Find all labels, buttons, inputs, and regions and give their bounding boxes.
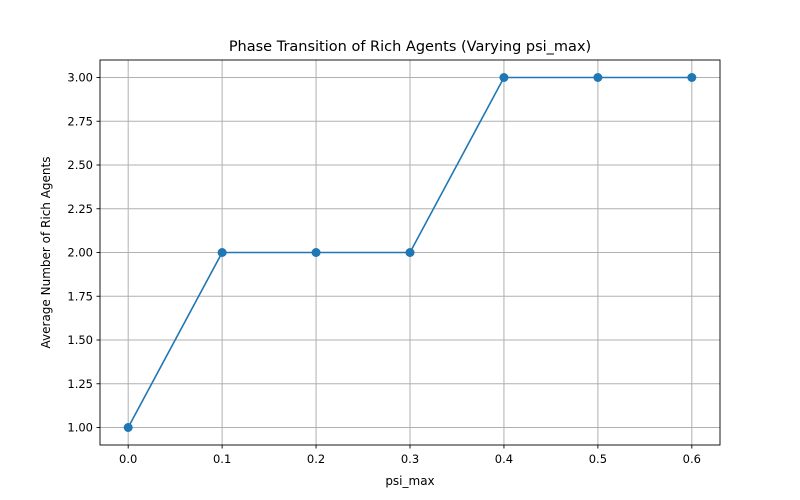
data-point <box>217 248 227 257</box>
x-tick-label: 0.2 <box>307 452 325 466</box>
y-axis-label: Average Number of Rich Agents <box>39 157 53 349</box>
y-tick-label: 3.00 <box>67 71 93 85</box>
data-point <box>593 73 603 82</box>
data-point <box>499 73 509 82</box>
data-point <box>311 248 321 257</box>
x-tick-label: 0.1 <box>213 452 231 466</box>
y-tick-label: 1.75 <box>67 289 93 303</box>
grid-lines <box>100 60 720 445</box>
y-tick-label: 2.25 <box>67 202 93 216</box>
x-tick-label: 0.0 <box>119 452 137 466</box>
data-point <box>687 73 697 82</box>
data-point <box>405 248 415 257</box>
x-tick-label: 0.5 <box>589 452 607 466</box>
y-tick-label: 1.00 <box>67 421 93 435</box>
x-tick-label: 0.3 <box>401 452 419 466</box>
x-tick-label: 0.4 <box>495 452 513 466</box>
y-tick-label: 2.50 <box>67 158 93 172</box>
plot-area-frame <box>99 59 721 446</box>
y-tick-label: 1.25 <box>67 377 93 391</box>
data-series <box>123 73 697 432</box>
y-tick-label: 2.75 <box>67 114 93 128</box>
y-tick-label: 1.50 <box>67 333 93 347</box>
chart-title: Phase Transition of Rich Agents (Varying… <box>229 39 591 55</box>
x-axis-label: psi_max <box>385 474 434 488</box>
axis-ticks: 0.0 0.1 0.2 0.3 0.4 0.5 0.6 1.00 1.25 1.50 1.75 2.0… <box>67 71 701 467</box>
x-tick-label: 0.6 <box>683 452 701 466</box>
y-tick-label: 2.00 <box>67 246 93 260</box>
data-point <box>123 423 133 432</box>
